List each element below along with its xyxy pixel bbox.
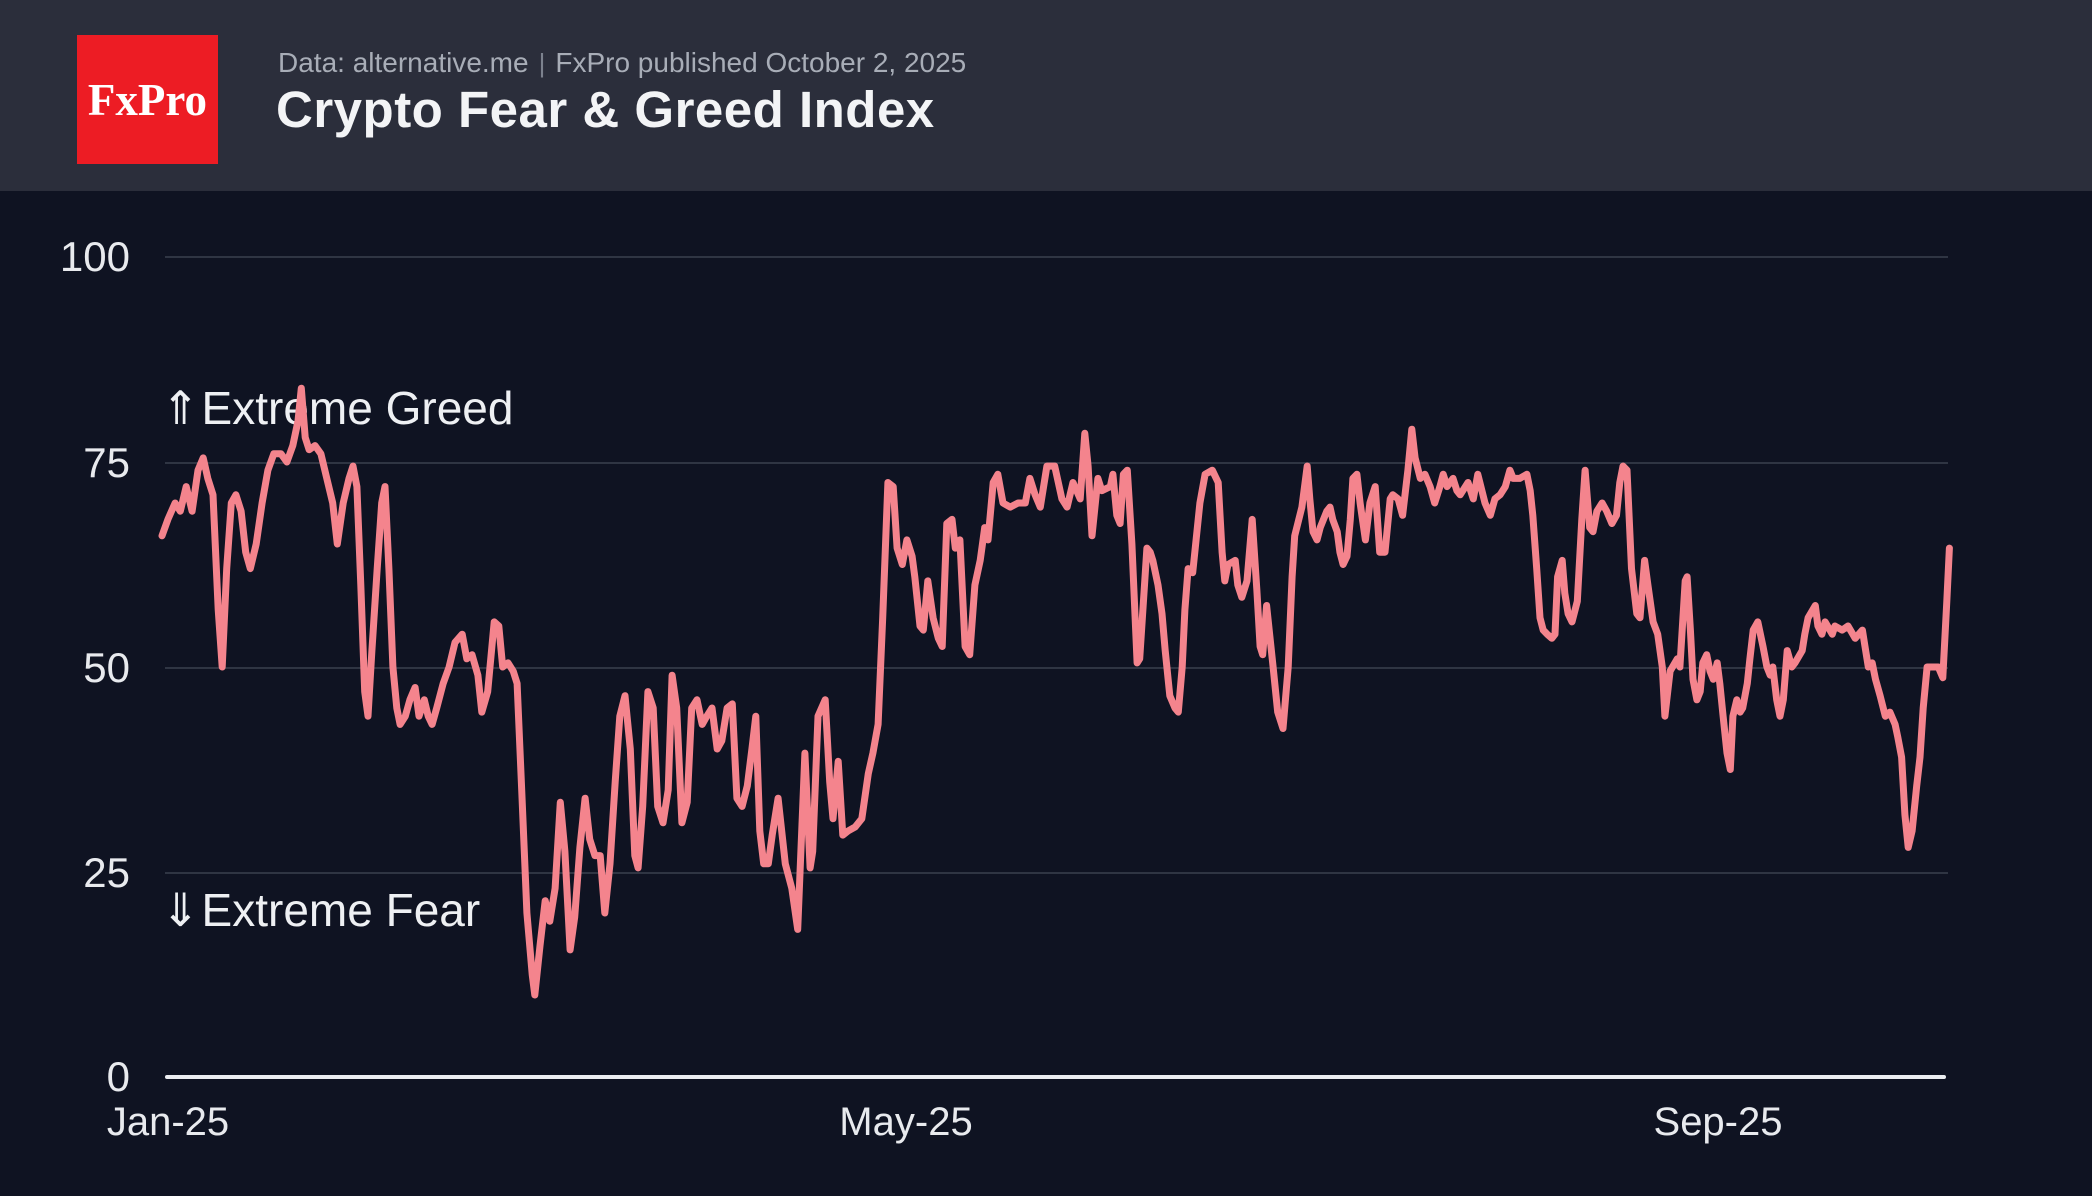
extreme-fear-label: Extreme Fear — [201, 884, 481, 936]
ytick-25: 25 — [83, 849, 130, 896]
gridline-100 — [165, 256, 1948, 258]
down-double-arrow-icon: ⇓ — [161, 883, 200, 937]
gridline-75 — [165, 462, 1948, 464]
xtick-jan25: Jan-25 — [106, 1100, 230, 1144]
gridline-25 — [165, 872, 1948, 874]
published-text: FxPro published October 2, 2025 — [555, 47, 967, 78]
up-double-arrow-icon: ⇑ — [161, 381, 200, 435]
data-source-text: Data: alternative.me — [278, 47, 529, 78]
xtick-may25: May-25 — [839, 1100, 973, 1144]
fxpro-logo-text: FxPro — [87, 74, 208, 125]
extreme-greed-label: Extreme Greed — [201, 382, 514, 434]
extreme-fear-annotation: ⇓ Extreme Fear — [161, 884, 480, 936]
page-title: Crypto Fear & Greed Index — [276, 81, 935, 138]
fxpro-logo: FxPro — [77, 35, 218, 164]
x-axis-line — [165, 1075, 1946, 1079]
gridline-50 — [165, 667, 1948, 669]
extreme-greed-annotation: ⇑ Extreme Greed — [161, 382, 513, 434]
separator-bar: | — [538, 48, 546, 78]
index-line-series — [158, 384, 1953, 999]
ytick-0: 0 — [106, 1053, 130, 1100]
header-bar: FxPro Data: alternative.me | FxPro publish… — [0, 0, 2092, 191]
ytick-100: 100 — [59, 233, 130, 280]
ytick-50: 50 — [83, 644, 130, 691]
xtick-sep25: Sep-25 — [1653, 1100, 1783, 1144]
source-line: Data: alternative.me | FxPro published Oct… — [278, 47, 966, 79]
ytick-75: 75 — [83, 439, 130, 486]
